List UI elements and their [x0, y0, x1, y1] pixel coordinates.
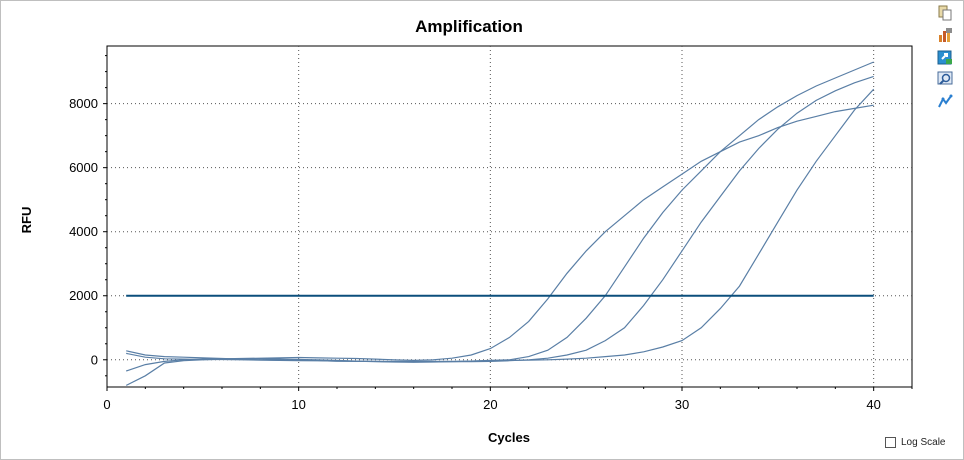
log-scale-toggle[interactable]: Log Scale [885, 437, 945, 448]
plot-area [106, 45, 913, 388]
trace-icon[interactable] [936, 92, 954, 110]
series-lines [125, 61, 875, 386]
x-tick-label: 40 [866, 397, 880, 412]
y-tick-label: 8000 [69, 96, 98, 111]
export-data-icon[interactable] [936, 48, 954, 66]
log-scale-checkbox[interactable] [885, 437, 896, 448]
chart-title: Amplification [415, 17, 523, 36]
y-tick-label: 4000 [69, 224, 98, 239]
copy-icon[interactable] [936, 4, 954, 22]
y-tick-label: 2000 [69, 288, 98, 303]
x-tick-label: 10 [291, 397, 305, 412]
series-line-2 [125, 61, 874, 386]
series-line-4 [126, 88, 875, 362]
series-line-3 [126, 75, 874, 363]
grid-lines [107, 46, 912, 387]
y-tick-label: 6000 [69, 160, 98, 175]
x-axis-label: Cycles [488, 430, 530, 445]
chart-toolbar [934, 4, 956, 114]
zoom-icon[interactable] [936, 70, 954, 88]
x-tick-label: 30 [675, 397, 689, 412]
log-scale-label: Log Scale [901, 437, 946, 448]
y-axis-label: RFU [19, 207, 34, 234]
x-tick-label: 0 [103, 397, 110, 412]
y-tick-label: 0 [91, 352, 98, 367]
x-tick-label: 20 [483, 397, 497, 412]
export-chart-icon[interactable] [936, 26, 954, 44]
axis-ticks: 0 10 20 30 40 0 2000 4000 6000 8000 [69, 55, 913, 412]
